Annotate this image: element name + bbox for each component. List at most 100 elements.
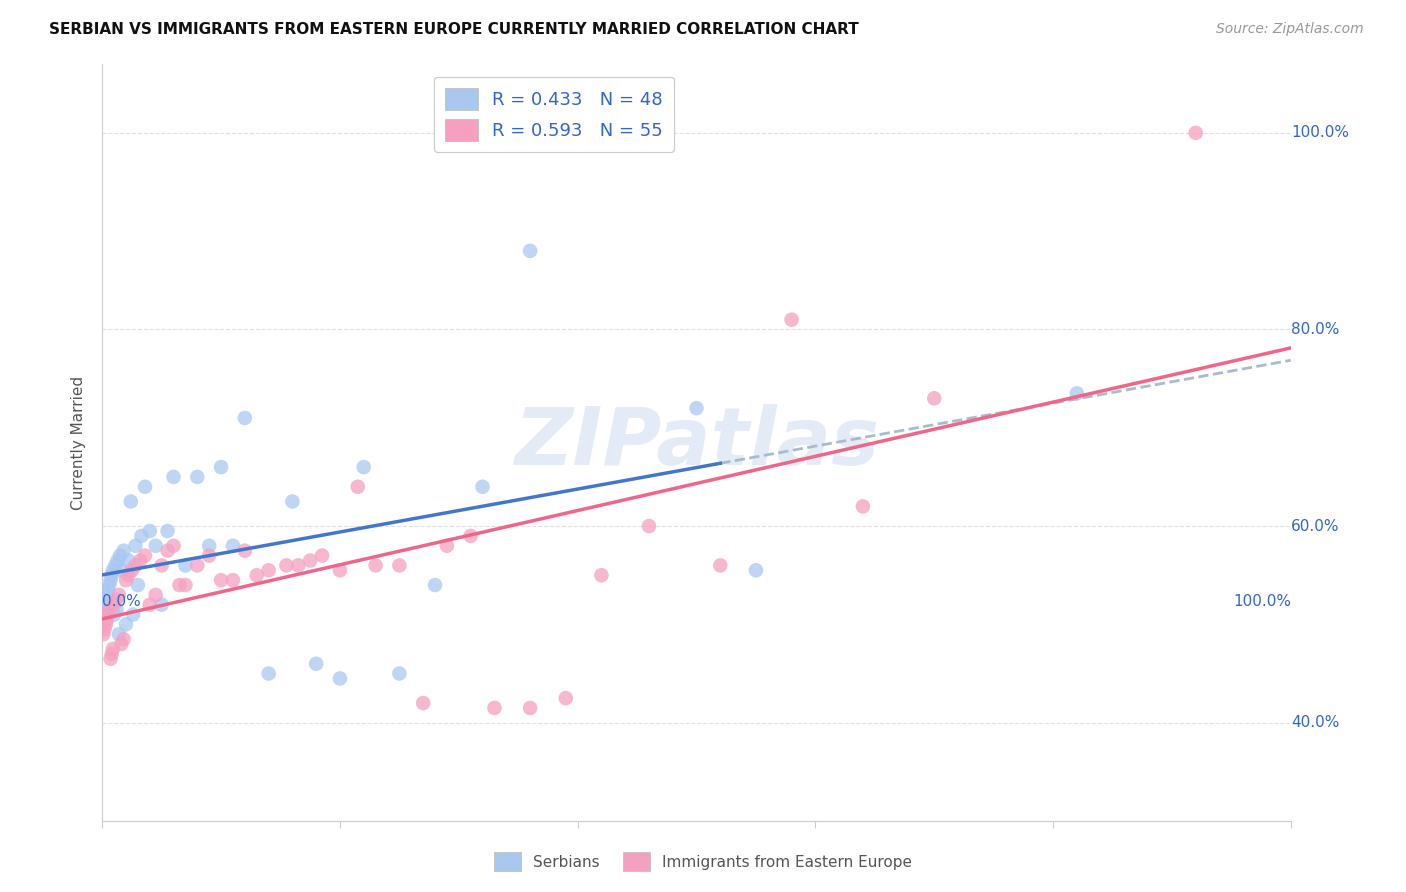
Point bbox=[105, 592, 128, 607]
Point bbox=[412, 696, 434, 710]
Point bbox=[134, 549, 156, 563]
Point bbox=[233, 411, 256, 425]
Point bbox=[186, 470, 208, 484]
Text: 60.0%: 60.0% bbox=[1291, 518, 1340, 533]
Point bbox=[93, 602, 115, 616]
Text: 100.0%: 100.0% bbox=[1233, 594, 1291, 609]
Point bbox=[93, 627, 115, 641]
Point bbox=[127, 578, 149, 592]
Point bbox=[222, 539, 245, 553]
Point bbox=[353, 460, 375, 475]
Point bbox=[100, 652, 122, 666]
Point bbox=[110, 637, 132, 651]
Point bbox=[638, 519, 661, 533]
Point bbox=[105, 602, 128, 616]
Point bbox=[108, 588, 131, 602]
Point bbox=[257, 666, 280, 681]
Point bbox=[156, 543, 179, 558]
Point bbox=[460, 529, 482, 543]
Point bbox=[107, 553, 129, 567]
Point bbox=[852, 500, 875, 514]
Text: 100.0%: 100.0% bbox=[1291, 126, 1348, 140]
Point bbox=[554, 691, 576, 706]
Point bbox=[709, 558, 731, 573]
Point bbox=[104, 558, 127, 573]
Point bbox=[124, 539, 146, 553]
Point bbox=[97, 607, 120, 622]
Point bbox=[103, 598, 125, 612]
Point bbox=[129, 553, 152, 567]
Point bbox=[112, 632, 135, 647]
Point bbox=[103, 607, 125, 622]
Point bbox=[101, 642, 124, 657]
Point bbox=[162, 470, 184, 484]
Point bbox=[93, 622, 115, 636]
Point bbox=[233, 543, 256, 558]
Point bbox=[96, 588, 118, 602]
Point bbox=[436, 539, 458, 553]
Point bbox=[364, 558, 387, 573]
Point bbox=[100, 647, 122, 661]
Text: ZIPatlas: ZIPatlas bbox=[515, 403, 879, 482]
Point bbox=[139, 598, 162, 612]
Text: 80.0%: 80.0% bbox=[1291, 322, 1339, 337]
Point bbox=[162, 539, 184, 553]
Point bbox=[150, 558, 173, 573]
Point bbox=[100, 568, 122, 582]
Point bbox=[174, 558, 197, 573]
Point bbox=[388, 666, 411, 681]
Point bbox=[108, 627, 131, 641]
Point bbox=[100, 573, 122, 587]
Point bbox=[198, 539, 221, 553]
Text: 0.0%: 0.0% bbox=[103, 594, 141, 609]
Point bbox=[101, 563, 124, 577]
Point bbox=[198, 549, 221, 563]
Text: SERBIAN VS IMMIGRANTS FROM EASTERN EUROPE CURRENTLY MARRIED CORRELATION CHART: SERBIAN VS IMMIGRANTS FROM EASTERN EUROP… bbox=[49, 22, 859, 37]
Text: 40.0%: 40.0% bbox=[1291, 715, 1339, 731]
Point bbox=[115, 617, 138, 632]
Point bbox=[209, 460, 232, 475]
Point bbox=[484, 701, 506, 715]
Point bbox=[139, 524, 162, 538]
Point bbox=[1184, 126, 1206, 140]
Point bbox=[1066, 386, 1088, 401]
Point bbox=[112, 543, 135, 558]
Point bbox=[281, 494, 304, 508]
Point bbox=[131, 529, 153, 543]
Point bbox=[108, 549, 131, 563]
Point bbox=[145, 539, 167, 553]
Point bbox=[276, 558, 298, 573]
Point bbox=[299, 553, 322, 567]
Point bbox=[329, 563, 352, 577]
Point bbox=[110, 563, 132, 577]
Point bbox=[117, 568, 139, 582]
Legend: Serbians, Immigrants from Eastern Europe: Serbians, Immigrants from Eastern Europe bbox=[488, 847, 918, 877]
Point bbox=[222, 573, 245, 587]
Point bbox=[156, 524, 179, 538]
Point bbox=[98, 578, 121, 592]
Y-axis label: Currently Married: Currently Married bbox=[72, 376, 86, 509]
Point bbox=[169, 578, 191, 592]
Point bbox=[329, 672, 352, 686]
Point bbox=[780, 312, 803, 326]
Point bbox=[96, 612, 118, 626]
Point bbox=[174, 578, 197, 592]
Point bbox=[150, 598, 173, 612]
Point bbox=[519, 701, 541, 715]
Point bbox=[145, 588, 167, 602]
Point bbox=[745, 563, 768, 577]
Point bbox=[120, 494, 142, 508]
Point bbox=[519, 244, 541, 258]
Point bbox=[98, 602, 121, 616]
Point bbox=[117, 553, 139, 567]
Point bbox=[122, 607, 145, 622]
Point bbox=[124, 558, 146, 573]
Point bbox=[471, 480, 494, 494]
Point bbox=[346, 480, 368, 494]
Point bbox=[134, 480, 156, 494]
Point bbox=[922, 392, 945, 406]
Point bbox=[388, 558, 411, 573]
Point bbox=[121, 563, 143, 577]
Point bbox=[591, 568, 613, 582]
Legend: R = 0.433   N = 48, R = 0.593   N = 55: R = 0.433 N = 48, R = 0.593 N = 55 bbox=[434, 77, 673, 152]
